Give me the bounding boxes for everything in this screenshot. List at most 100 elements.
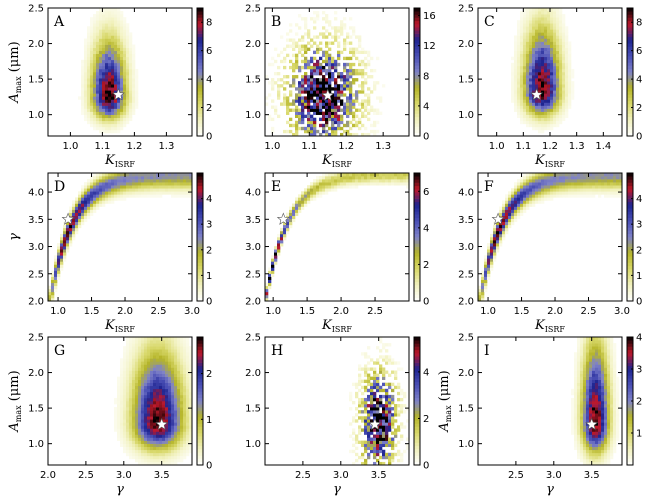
heatmap-cell [508, 209, 512, 213]
heatmap-cell [322, 111, 326, 115]
heatmap-cell [90, 23, 94, 27]
heatmap-cell [310, 194, 314, 198]
heatmap-cell [180, 349, 184, 353]
heatmap-cell [565, 44, 569, 48]
heatmap-cell [370, 391, 374, 396]
heatmap-cell [532, 78, 536, 82]
heatmap-cell [517, 182, 521, 186]
colorbar-segment [414, 40, 420, 44]
heatmap-cell [544, 197, 548, 201]
heatmap-cell [361, 75, 365, 79]
heatmap-cell [162, 428, 166, 432]
heatmap-cell [150, 419, 154, 423]
heatmap-cell [120, 62, 124, 67]
heatmap-cell [280, 84, 284, 88]
heatmap-cell [126, 59, 130, 64]
heatmap-cell [186, 382, 190, 387]
heatmap-cell [177, 337, 181, 341]
heatmap-cell [123, 401, 127, 405]
heatmap-cell [544, 56, 548, 61]
heatmap-cell [165, 173, 169, 177]
heatmap-cell [123, 120, 127, 125]
heatmap-cell [165, 176, 169, 180]
heatmap-cell [105, 111, 109, 115]
heatmap-cell [529, 117, 533, 122]
heatmap-cell [367, 437, 371, 441]
heatmap-cell [159, 397, 163, 402]
heatmap-cell [153, 431, 157, 435]
heatmap-cell [562, 56, 566, 61]
heatmap-cell [138, 458, 142, 463]
heatmap-cell [541, 84, 545, 88]
heatmap-cell [352, 401, 356, 405]
heatmap-cell [102, 117, 106, 122]
heatmap-cell [358, 120, 362, 125]
heatmap-cell [129, 38, 133, 42]
heatmap-cell [352, 123, 356, 128]
heatmap-cell [162, 391, 166, 396]
heatmap-cell [520, 59, 524, 64]
heatmap-cell [520, 182, 524, 186]
heatmap-cell [352, 416, 356, 420]
heatmap-cell [538, 17, 542, 21]
heatmap-cell [307, 120, 311, 125]
heatmap-cell [114, 20, 118, 24]
heatmap-cell [96, 188, 100, 192]
heatmap-cell [307, 111, 311, 115]
heatmap-cell [271, 261, 275, 265]
y-tick-label: 4.0 [245, 188, 261, 199]
heatmap-cell [301, 38, 305, 42]
heatmap-cell [586, 176, 590, 180]
heatmap-cell [358, 410, 362, 414]
heatmap-cell [526, 29, 530, 33]
heatmap-cell [532, 126, 536, 131]
heatmap-cell [165, 428, 169, 432]
heatmap-cell [162, 367, 166, 371]
heatmap-cell [159, 416, 163, 420]
heatmap-cell [553, 194, 557, 198]
heatmap-cell [177, 358, 181, 362]
heatmap-cell [147, 446, 151, 451]
y-tick-label: 2.0 [458, 39, 474, 50]
heatmap-cell [307, 99, 311, 103]
heatmap-cell [153, 425, 157, 429]
heatmap-cell [123, 59, 127, 64]
heatmap-cell [108, 26, 112, 30]
heatmap-cell [595, 176, 599, 180]
colorbar-segment [197, 436, 203, 440]
heatmap-cell [63, 224, 67, 229]
heatmap-cell [355, 68, 359, 73]
heatmap-cell [165, 179, 169, 183]
heatmap-cell [484, 279, 488, 284]
colorbar-segment [197, 88, 203, 92]
heatmap-cell [51, 276, 55, 280]
heatmap-cell [135, 458, 139, 463]
heatmap-cell [364, 176, 368, 180]
heatmap-cell [490, 233, 494, 238]
heatmap-cell [328, 102, 332, 106]
heatmap-cell [526, 99, 530, 103]
heatmap-cell [496, 230, 500, 235]
heatmap-cell [547, 123, 551, 128]
heatmap-cell [117, 75, 121, 79]
colorbar-segment [197, 343, 203, 347]
heatmap-cell [120, 431, 124, 435]
heatmap-cell [349, 120, 353, 125]
heatmap-cell [144, 182, 148, 186]
heatmap-cell [150, 361, 154, 365]
heatmap-cell [141, 370, 145, 374]
heatmap-cell [535, 84, 539, 88]
heatmap-cell [183, 379, 187, 384]
heatmap-cell [102, 32, 106, 36]
heatmap-cell [550, 56, 554, 61]
heatmap-cell [532, 47, 536, 51]
heatmap-cell [90, 108, 94, 112]
heatmap-cell [556, 75, 560, 79]
heatmap-cell [346, 75, 350, 79]
heatmap-cell [144, 376, 148, 380]
heatmap-cell [373, 123, 377, 128]
heatmap-cell [186, 385, 190, 390]
heatmap-cell [574, 182, 578, 186]
heatmap-cell [189, 434, 193, 438]
heatmap-cell [129, 102, 133, 106]
